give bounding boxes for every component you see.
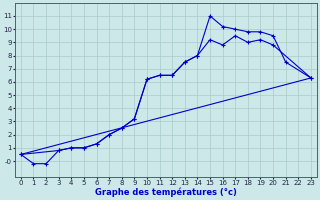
X-axis label: Graphe des températures (°c): Graphe des températures (°c) — [95, 188, 237, 197]
